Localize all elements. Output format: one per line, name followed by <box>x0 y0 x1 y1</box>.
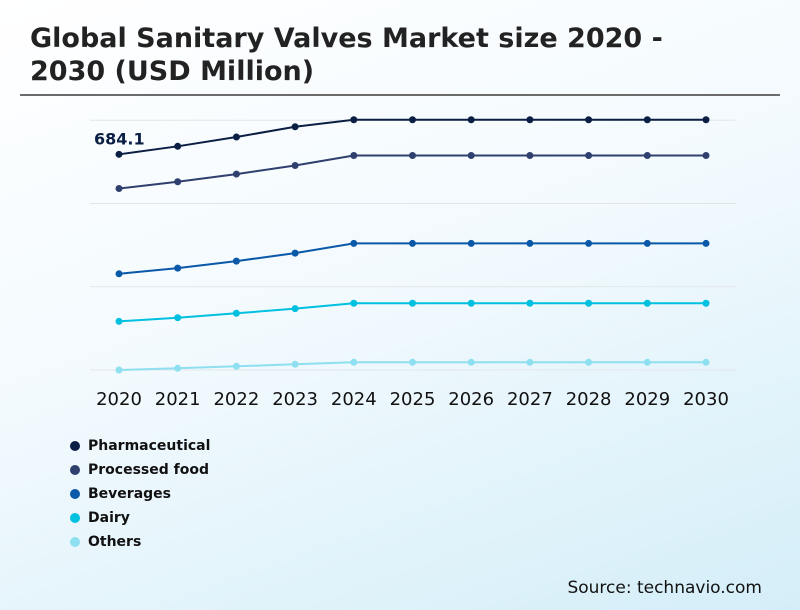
legend-label: Pharmaceutical <box>88 438 211 454</box>
data-point <box>174 364 182 372</box>
data-point <box>467 116 475 124</box>
data-point <box>174 264 182 272</box>
data-point <box>174 314 182 322</box>
data-point <box>291 305 299 313</box>
data-point <box>526 299 534 307</box>
chart-title: Global Sanitary Valves Market size 2020 … <box>30 23 663 87</box>
data-point <box>350 299 358 307</box>
data-point <box>115 270 123 278</box>
x-tick-label: 2028 <box>566 389 612 410</box>
data-point <box>702 239 710 247</box>
data-point <box>232 309 240 317</box>
data-point <box>467 299 475 307</box>
x-tick-label: 2025 <box>390 389 436 410</box>
series-line-beverages <box>118 242 706 275</box>
data-point <box>232 257 240 265</box>
data-point <box>232 362 240 370</box>
data-label: 684.1 <box>94 129 145 148</box>
data-point <box>643 299 651 307</box>
data-point <box>291 249 299 257</box>
data-point <box>702 299 710 307</box>
source-text: Source: technavio.com <box>567 578 762 598</box>
legend-marker <box>70 537 80 547</box>
legend-item: Processed food <box>70 458 210 482</box>
legend-marker <box>70 489 80 499</box>
data-point <box>585 299 593 307</box>
data-point <box>174 142 182 150</box>
data-point <box>526 116 534 124</box>
data-point <box>526 151 534 159</box>
legend: Pharmaceutical Processed food Beverages Dai… <box>70 434 210 554</box>
data-point <box>350 151 358 159</box>
x-tick-label: 2026 <box>448 389 494 410</box>
legend-label: Dairy <box>88 510 130 526</box>
data-point <box>585 151 593 159</box>
series-line-processed-food <box>118 154 706 190</box>
data-point <box>409 151 416 159</box>
data-point <box>350 358 358 366</box>
legend-item: Pharmaceutical <box>70 434 210 458</box>
legend-marker <box>70 441 80 451</box>
data-point <box>115 366 123 374</box>
data-point <box>409 358 416 366</box>
legend-item: Others <box>70 530 210 554</box>
x-tick-label: 2020 <box>96 389 142 410</box>
data-point <box>585 116 593 124</box>
legend-item: Beverages <box>70 482 210 506</box>
data-point <box>585 239 593 247</box>
data-point <box>115 150 123 158</box>
data-point <box>643 116 651 124</box>
data-point <box>232 170 240 178</box>
data-point <box>291 360 299 368</box>
data-point <box>526 358 534 366</box>
data-point <box>467 151 475 159</box>
x-tick-label: 2029 <box>624 389 670 410</box>
legend-marker <box>70 465 80 475</box>
data-point <box>409 116 416 124</box>
x-tick-label: 2030 <box>683 389 729 410</box>
x-tick-label: 2022 <box>213 389 259 410</box>
legend-item: Dairy <box>70 506 210 530</box>
series-line-pharmaceutical <box>118 118 706 156</box>
data-point <box>350 116 358 124</box>
data-point <box>409 299 416 307</box>
data-point <box>467 358 475 366</box>
data-point <box>702 358 710 366</box>
title-divider <box>20 94 780 96</box>
x-tick-label: 2023 <box>272 389 318 410</box>
data-point <box>585 358 593 366</box>
data-point <box>115 317 123 325</box>
legend-label: Others <box>88 534 142 550</box>
data-point <box>291 123 299 131</box>
data-point <box>702 116 710 124</box>
data-point <box>409 239 416 247</box>
data-point <box>350 239 358 247</box>
data-point <box>291 161 299 169</box>
legend-marker <box>70 513 80 523</box>
data-point <box>115 184 123 192</box>
x-tick-label: 2027 <box>507 389 553 410</box>
legend-label: Beverages <box>88 486 171 502</box>
data-point <box>702 151 710 159</box>
x-tick-label: 2021 <box>155 389 201 410</box>
x-tick-label: 2024 <box>331 389 377 410</box>
data-point <box>174 178 182 186</box>
data-point <box>232 133 240 141</box>
data-point <box>526 239 534 247</box>
data-point <box>643 151 651 159</box>
data-point <box>643 358 651 366</box>
legend-label: Processed food <box>88 462 209 478</box>
data-point <box>643 239 651 247</box>
data-point <box>467 239 475 247</box>
